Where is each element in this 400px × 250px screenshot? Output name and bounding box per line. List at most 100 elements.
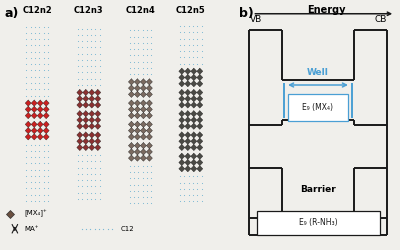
Polygon shape bbox=[89, 96, 95, 102]
Polygon shape bbox=[134, 149, 140, 155]
Polygon shape bbox=[134, 134, 140, 140]
Text: Barrier: Barrier bbox=[300, 186, 336, 194]
Polygon shape bbox=[83, 144, 89, 150]
Polygon shape bbox=[185, 159, 191, 166]
Polygon shape bbox=[89, 132, 95, 138]
Polygon shape bbox=[197, 153, 203, 160]
Polygon shape bbox=[197, 80, 203, 87]
Polygon shape bbox=[89, 90, 95, 96]
Polygon shape bbox=[77, 110, 83, 117]
Polygon shape bbox=[179, 74, 185, 80]
Polygon shape bbox=[140, 149, 146, 155]
Polygon shape bbox=[179, 132, 185, 138]
Polygon shape bbox=[134, 100, 140, 106]
Polygon shape bbox=[128, 85, 134, 91]
Polygon shape bbox=[140, 112, 146, 119]
Polygon shape bbox=[31, 112, 37, 119]
Polygon shape bbox=[146, 100, 152, 106]
Polygon shape bbox=[89, 117, 95, 123]
Polygon shape bbox=[197, 159, 203, 166]
Text: MA⁺: MA⁺ bbox=[24, 226, 38, 232]
Polygon shape bbox=[185, 117, 191, 123]
Polygon shape bbox=[31, 134, 37, 140]
Polygon shape bbox=[197, 117, 203, 123]
Polygon shape bbox=[83, 123, 89, 130]
Polygon shape bbox=[191, 144, 197, 150]
Polygon shape bbox=[179, 96, 185, 102]
Polygon shape bbox=[134, 112, 140, 119]
Polygon shape bbox=[140, 79, 146, 85]
Polygon shape bbox=[31, 100, 37, 106]
Polygon shape bbox=[191, 89, 197, 96]
Polygon shape bbox=[31, 128, 37, 134]
Polygon shape bbox=[146, 134, 152, 140]
Polygon shape bbox=[43, 121, 49, 128]
Polygon shape bbox=[128, 142, 134, 149]
Polygon shape bbox=[134, 142, 140, 149]
Text: C12: C12 bbox=[121, 226, 134, 232]
Polygon shape bbox=[179, 110, 185, 117]
Polygon shape bbox=[191, 159, 197, 166]
Polygon shape bbox=[37, 100, 43, 106]
Polygon shape bbox=[197, 144, 203, 150]
Polygon shape bbox=[134, 128, 140, 134]
Polygon shape bbox=[140, 142, 146, 149]
Polygon shape bbox=[179, 166, 185, 172]
Polygon shape bbox=[146, 85, 152, 91]
Polygon shape bbox=[25, 128, 31, 134]
Polygon shape bbox=[179, 159, 185, 166]
Text: E₉ (R-NH₃): E₉ (R-NH₃) bbox=[299, 218, 337, 227]
Polygon shape bbox=[77, 102, 83, 108]
Polygon shape bbox=[95, 117, 101, 123]
Polygon shape bbox=[89, 110, 95, 117]
Polygon shape bbox=[140, 155, 146, 161]
Polygon shape bbox=[128, 121, 134, 128]
Polygon shape bbox=[89, 123, 95, 130]
Polygon shape bbox=[77, 144, 83, 150]
Polygon shape bbox=[140, 128, 146, 134]
Polygon shape bbox=[197, 138, 203, 144]
Polygon shape bbox=[95, 96, 101, 102]
Text: C12n2: C12n2 bbox=[22, 6, 52, 15]
Polygon shape bbox=[95, 138, 101, 144]
Polygon shape bbox=[95, 123, 101, 130]
Text: C12n4: C12n4 bbox=[126, 6, 155, 15]
Polygon shape bbox=[179, 68, 185, 74]
Polygon shape bbox=[83, 117, 89, 123]
Polygon shape bbox=[83, 110, 89, 117]
Polygon shape bbox=[128, 100, 134, 106]
Polygon shape bbox=[128, 91, 134, 98]
Polygon shape bbox=[134, 79, 140, 85]
Polygon shape bbox=[89, 102, 95, 108]
Polygon shape bbox=[25, 112, 31, 119]
Polygon shape bbox=[185, 102, 191, 108]
Polygon shape bbox=[37, 106, 43, 112]
Polygon shape bbox=[140, 106, 146, 112]
Text: CB: CB bbox=[374, 15, 386, 24]
Polygon shape bbox=[197, 132, 203, 138]
Polygon shape bbox=[179, 89, 185, 96]
Polygon shape bbox=[83, 102, 89, 108]
Polygon shape bbox=[191, 153, 197, 160]
Polygon shape bbox=[128, 128, 134, 134]
Text: Energy: Energy bbox=[307, 5, 346, 15]
Polygon shape bbox=[83, 90, 89, 96]
Polygon shape bbox=[25, 106, 31, 112]
Polygon shape bbox=[128, 112, 134, 119]
Polygon shape bbox=[185, 80, 191, 87]
Polygon shape bbox=[95, 102, 101, 108]
Polygon shape bbox=[128, 106, 134, 112]
Polygon shape bbox=[179, 144, 185, 150]
Polygon shape bbox=[191, 123, 197, 130]
Text: b): b) bbox=[239, 8, 254, 20]
Polygon shape bbox=[185, 132, 191, 138]
Polygon shape bbox=[31, 106, 37, 112]
Polygon shape bbox=[191, 74, 197, 80]
Polygon shape bbox=[146, 79, 152, 85]
Polygon shape bbox=[140, 91, 146, 98]
Polygon shape bbox=[37, 128, 43, 134]
Polygon shape bbox=[191, 96, 197, 102]
Polygon shape bbox=[197, 110, 203, 117]
Polygon shape bbox=[134, 155, 140, 161]
Text: VB: VB bbox=[250, 15, 262, 24]
